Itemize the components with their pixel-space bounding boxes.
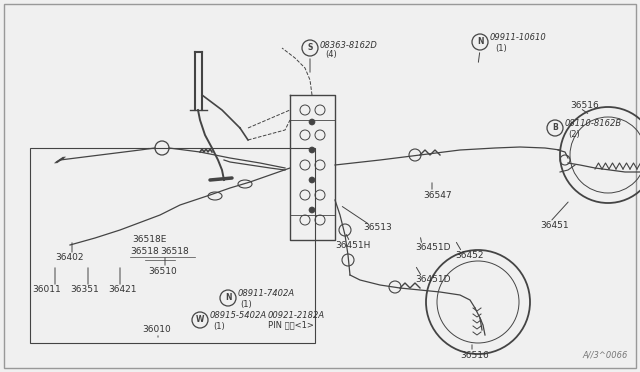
- Text: 36516: 36516: [460, 350, 489, 359]
- Text: (4): (4): [325, 51, 337, 60]
- Text: 36451D: 36451D: [415, 244, 451, 253]
- Text: (1): (1): [495, 44, 507, 52]
- Text: 08911-7402A: 08911-7402A: [238, 289, 295, 298]
- Text: N: N: [225, 294, 231, 302]
- Text: N: N: [477, 38, 483, 46]
- Circle shape: [309, 207, 315, 213]
- Text: (1): (1): [213, 321, 225, 330]
- Text: 00921-2182A: 00921-2182A: [268, 311, 325, 320]
- Text: A//3^0066: A//3^0066: [582, 351, 628, 360]
- Text: (2): (2): [568, 129, 580, 138]
- Text: 36011: 36011: [32, 285, 61, 295]
- Text: 36547: 36547: [423, 190, 452, 199]
- Text: 36518: 36518: [130, 247, 159, 257]
- Text: 08110-8162B: 08110-8162B: [565, 119, 622, 128]
- Text: 08915-5402A: 08915-5402A: [210, 311, 267, 321]
- Text: 36513: 36513: [363, 224, 392, 232]
- Circle shape: [309, 177, 315, 183]
- Text: S: S: [307, 44, 313, 52]
- Text: 08363-8162D: 08363-8162D: [320, 41, 378, 49]
- Circle shape: [309, 147, 315, 153]
- Text: W: W: [196, 315, 204, 324]
- Text: PIN ピン<1>: PIN ピン<1>: [268, 321, 314, 330]
- Text: 36451D: 36451D: [415, 276, 451, 285]
- Text: 36518E: 36518E: [132, 235, 166, 244]
- Text: 36421: 36421: [108, 285, 136, 295]
- Text: 36518: 36518: [160, 247, 189, 257]
- Text: 36516: 36516: [570, 100, 599, 109]
- Text: 09911-10610: 09911-10610: [490, 33, 547, 42]
- Text: 36402: 36402: [55, 253, 83, 263]
- Text: 36510: 36510: [148, 267, 177, 276]
- Text: 36451: 36451: [540, 221, 568, 230]
- Text: 36010: 36010: [142, 326, 171, 334]
- Text: 36351: 36351: [70, 285, 99, 295]
- Text: B: B: [552, 124, 558, 132]
- Text: (1): (1): [240, 299, 252, 308]
- Circle shape: [309, 119, 315, 125]
- Text: 36451H: 36451H: [335, 241, 371, 250]
- Text: 36452: 36452: [455, 250, 483, 260]
